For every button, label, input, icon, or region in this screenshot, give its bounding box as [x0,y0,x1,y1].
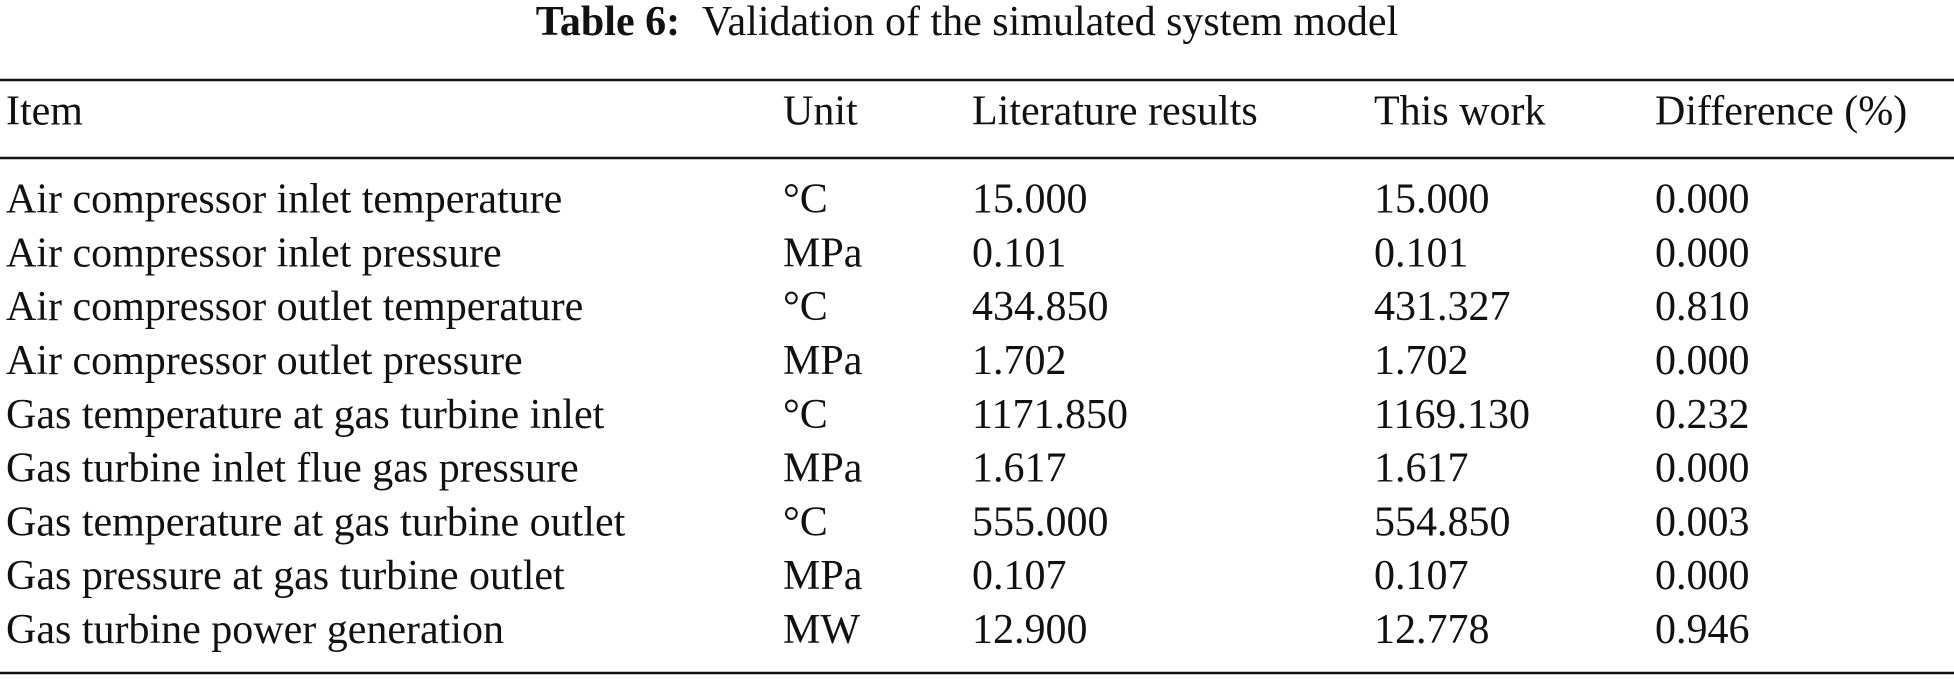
cell: °C [783,392,828,438]
cell: Air compressor inlet pressure [6,230,502,276]
caption-label: Table 6: [536,0,680,45]
cell: Air compressor outlet pressure [6,338,523,384]
cell: Gas turbine inlet flue gas pressure [6,446,579,492]
header-cell: Difference (%) [1655,89,1907,135]
cell: °C [783,177,828,223]
cell: 554.850 [1374,499,1511,545]
cell: 0.000 [1655,338,1750,384]
cell: 0.107 [972,553,1067,599]
cell: 0.000 [1655,230,1750,276]
cell: 0.000 [1655,177,1750,223]
cell: 1171.850 [972,392,1128,438]
cell: 0.810 [1655,284,1750,330]
cell: 1.617 [1374,446,1469,492]
header-cell: Unit [783,89,858,135]
header-cell: Literature results [972,89,1258,135]
cell: 1169.130 [1374,392,1530,438]
cell: °C [783,499,828,545]
cell: Gas pressure at gas turbine outlet [6,553,565,599]
header-cell: Item [6,89,83,135]
cell: 0.232 [1655,392,1750,438]
cell: 434.850 [972,284,1109,330]
cell: 1.617 [972,446,1067,492]
cell: MPa [783,553,863,599]
header-cell: This work [1374,89,1546,135]
cell: Gas temperature at gas turbine inlet [6,392,605,438]
caption: Table 6: Validation of the simulated sys… [536,0,1398,45]
cell: Air compressor outlet temperature [6,284,583,330]
cell: 12.900 [972,607,1088,653]
cell: MW [783,607,860,653]
cell: Gas turbine power generation [6,607,504,653]
cell: 1.702 [1374,338,1469,384]
cell: MPa [783,338,863,384]
cell: Air compressor inlet temperature [6,177,562,223]
cell: MPa [783,230,863,276]
cell: 431.327 [1374,284,1511,330]
cell: 0.107 [1374,553,1469,599]
cell: 0.946 [1655,607,1750,653]
cell: 555.000 [972,499,1109,545]
cell: 15.000 [972,177,1088,223]
cell: 0.000 [1655,446,1750,492]
cell: 0.000 [1655,553,1750,599]
cell: 0.003 [1655,499,1750,545]
cell: 0.101 [972,230,1067,276]
cell: MPa [783,446,863,492]
caption-text: Validation of the simulated system model [702,0,1398,45]
cell: 12.778 [1374,607,1490,653]
cell: °C [783,284,828,330]
cell: 1.702 [972,338,1067,384]
cell: 0.101 [1374,230,1469,276]
cell: 15.000 [1374,177,1490,223]
cell: Gas temperature at gas turbine outlet [6,499,626,545]
